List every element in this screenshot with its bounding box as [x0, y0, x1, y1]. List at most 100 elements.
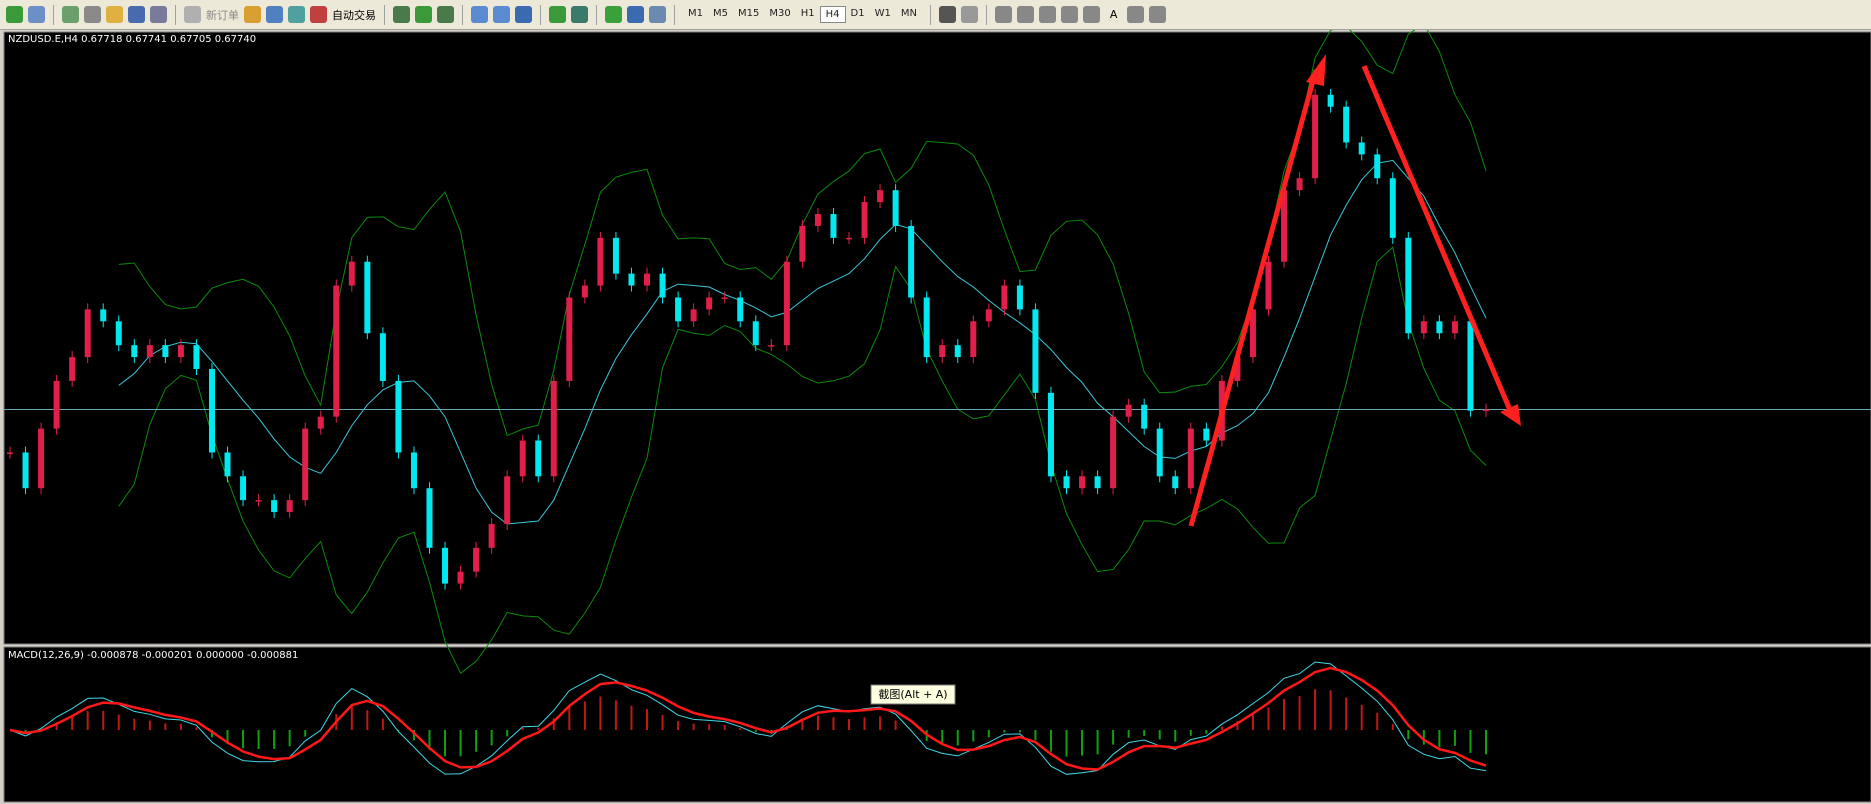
- arrows[interactable]: [1149, 6, 1167, 23]
- timeframe[interactable]: M1: [688, 8, 703, 19]
- chart-shift[interactable]: [571, 6, 588, 23]
- candle: [752, 321, 759, 346]
- text-label[interactable]: [1127, 6, 1145, 23]
- candle: [939, 345, 946, 358]
- timeframe[interactable]: H4: [819, 6, 846, 23]
- candle: [970, 321, 977, 358]
- timeframe[interactable]: M30: [769, 8, 791, 19]
- price-layer: [4, 30, 1871, 674]
- candle: [131, 345, 138, 358]
- channel[interactable]: [1060, 6, 1078, 23]
- candle: [1312, 94, 1319, 179]
- candle: [317, 416, 324, 429]
- horizontal-line[interactable]: [1016, 6, 1034, 23]
- timeframe[interactable]: M5: [713, 8, 728, 19]
- candle: [1296, 178, 1303, 191]
- cursor[interactable]: [938, 6, 956, 23]
- candle: [1063, 476, 1070, 489]
- terminal[interactable]: [128, 6, 145, 23]
- candle: [985, 309, 992, 322]
- arrow-down: [1361, 65, 1513, 411]
- indicators[interactable]: [605, 6, 622, 23]
- candle: [22, 452, 29, 489]
- candle: [395, 380, 402, 453]
- separator: [53, 4, 54, 25]
- candle: [1265, 261, 1272, 310]
- candle: [1016, 285, 1023, 310]
- candle: [706, 297, 713, 310]
- candle: [845, 237, 852, 240]
- signals[interactable]: [288, 6, 305, 23]
- trendline[interactable]: [1038, 6, 1056, 23]
- autoscroll[interactable]: [549, 6, 566, 23]
- auto-trading[interactable]: 自动交易: [332, 8, 376, 22]
- navigator[interactable]: [106, 6, 123, 23]
- candle: [550, 380, 557, 477]
- moving-average: [118, 159, 1487, 525]
- tester[interactable]: [150, 6, 167, 23]
- candle: [69, 357, 76, 381]
- candle: [830, 214, 837, 238]
- market-watch[interactable]: [62, 6, 79, 23]
- line-chart[interactable]: [437, 6, 454, 23]
- candle: [162, 345, 169, 358]
- candle: [612, 237, 619, 274]
- macd-pane: [3, 646, 1871, 803]
- candle: [1405, 237, 1412, 334]
- fibonacci[interactable]: [1082, 6, 1100, 23]
- candle: [721, 297, 728, 299]
- candle: [597, 237, 604, 286]
- candle: [1436, 321, 1443, 334]
- mail[interactable]: [266, 6, 283, 23]
- profiles[interactable]: [28, 6, 45, 23]
- bar-chart[interactable]: [393, 6, 410, 23]
- candle: [1047, 392, 1054, 477]
- text-tool[interactable]: A: [1109, 8, 1118, 21]
- separator: [175, 4, 176, 25]
- macd-line: [9, 661, 1487, 775]
- candle: [675, 297, 682, 322]
- separator: [596, 4, 597, 25]
- templates[interactable]: [649, 6, 666, 23]
- new-order[interactable]: 新订单: [206, 8, 239, 22]
- candle: [177, 345, 184, 358]
- candle: [799, 225, 806, 262]
- candle: [908, 225, 915, 298]
- tooltip: 截图(Alt + A): [878, 687, 947, 701]
- candle: [348, 261, 355, 286]
- timeframe[interactable]: W1: [874, 8, 891, 19]
- candle: [1327, 94, 1334, 107]
- candle: [1234, 357, 1241, 381]
- chart-header: NZDUSD.E,H4 0.67718 0.67741 0.67705 0.67…: [8, 34, 256, 45]
- vertical-line[interactable]: [994, 6, 1012, 23]
- candle: [84, 309, 91, 358]
- candles[interactable]: [415, 6, 432, 23]
- separator: [985, 4, 987, 25]
- candle: [1420, 321, 1427, 334]
- periods[interactable]: [627, 6, 644, 23]
- candle: [410, 452, 417, 489]
- candle: [877, 190, 884, 203]
- zoom-in[interactable]: [471, 6, 488, 23]
- candle: [255, 500, 262, 502]
- candle: [783, 261, 790, 346]
- macd-layer: [9, 661, 1487, 775]
- zoom-out[interactable]: [493, 6, 510, 23]
- timeframe[interactable]: H1: [800, 8, 815, 19]
- timeframe[interactable]: M15: [738, 8, 760, 19]
- crosshair[interactable]: [960, 6, 978, 23]
- separator: [540, 4, 541, 25]
- new-chart[interactable]: [6, 6, 23, 23]
- timeframe[interactable]: D1: [850, 8, 865, 19]
- candle: [426, 488, 433, 548]
- candle: [1141, 404, 1148, 429]
- separator: [462, 4, 463, 25]
- timeframe[interactable]: MN: [900, 8, 917, 19]
- tile[interactable]: [515, 6, 532, 23]
- candle: [628, 273, 635, 286]
- candle: [224, 452, 231, 477]
- candle: [504, 476, 511, 524]
- data-window[interactable]: [84, 6, 101, 23]
- editor[interactable]: [244, 6, 261, 23]
- candle: [240, 476, 247, 501]
